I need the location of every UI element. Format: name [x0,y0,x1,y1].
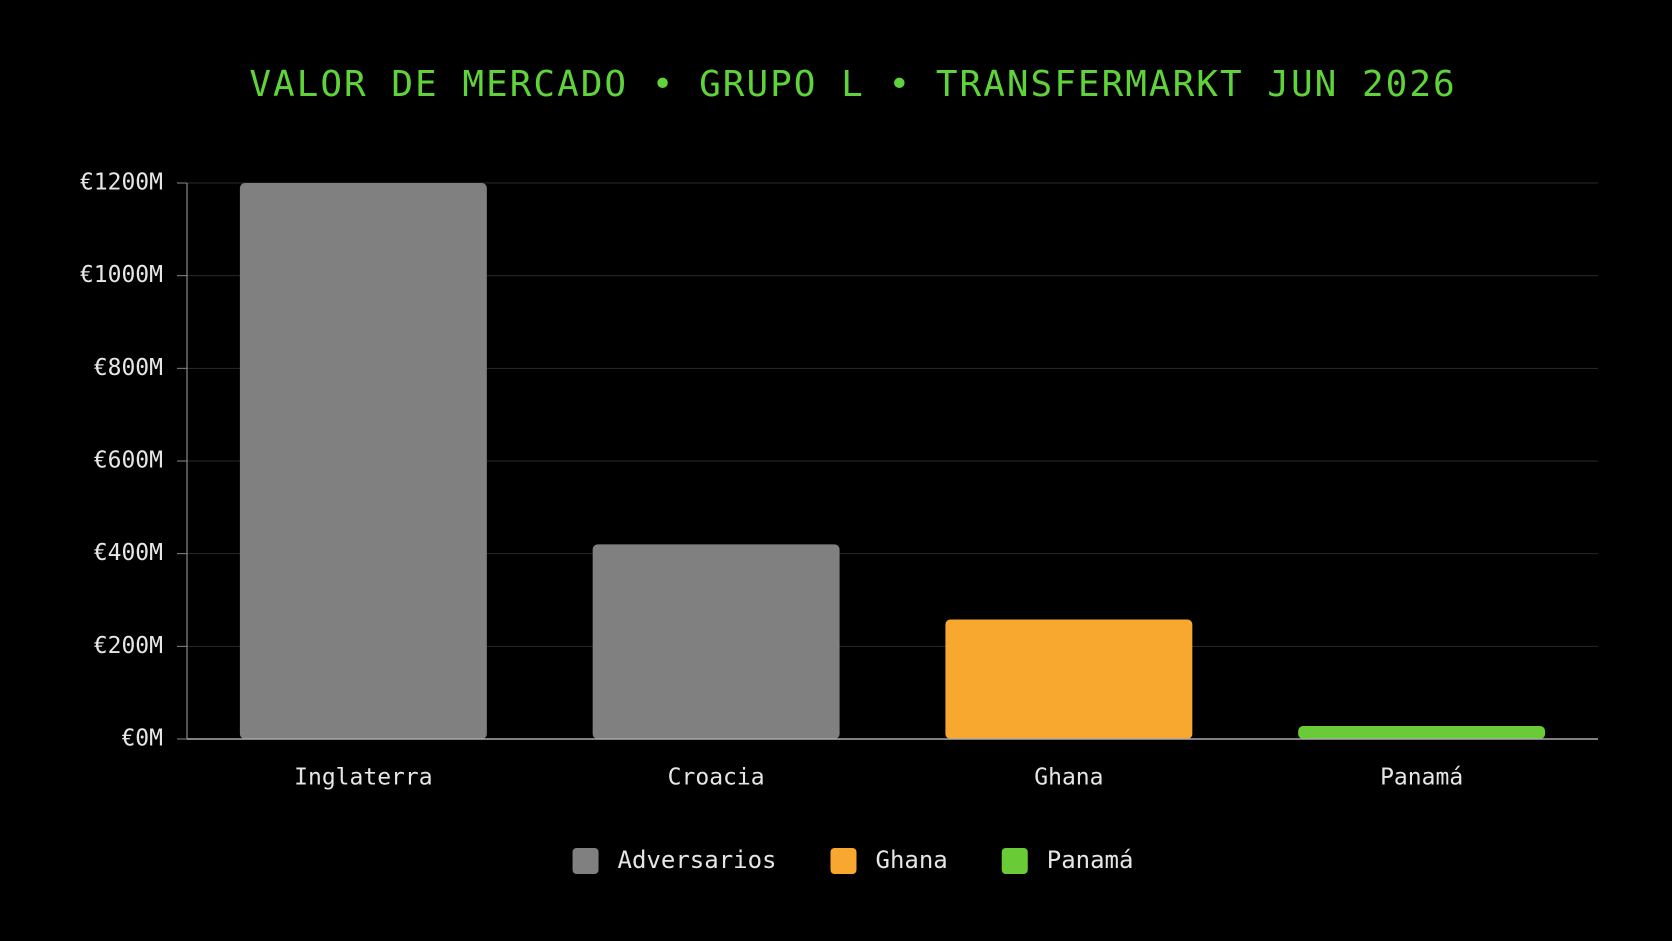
y-tick-label: €600M [94,448,163,474]
legend-label: Ghana [876,846,948,874]
y-tick-label: €800M [94,355,163,381]
y-tick-label: €1000M [80,262,163,288]
chart-title: VALOR DE MERCADO • GRUPO L • TRANSFERMAR… [249,64,1456,105]
x-tick-label: Ghana [1034,765,1103,791]
y-tick-label: €0M [121,726,163,752]
x-tick-label: Croacia [668,765,765,791]
bar [1298,726,1546,739]
bar [945,619,1193,739]
legend-label: Panamá [1047,846,1134,874]
x-tick-label: Inglaterra [294,765,432,791]
y-tick-label: €400M [94,540,163,566]
legend-label: Adversarios [618,846,777,874]
legend-swatch [830,848,857,874]
y-tick-label: €1200M [80,170,163,196]
y-tick-label: €200M [94,633,163,659]
legend-swatch [1001,848,1028,874]
bar [592,544,840,739]
bar [239,183,487,739]
legend-swatch [572,848,599,874]
x-tick-label: Panamá [1380,765,1463,791]
